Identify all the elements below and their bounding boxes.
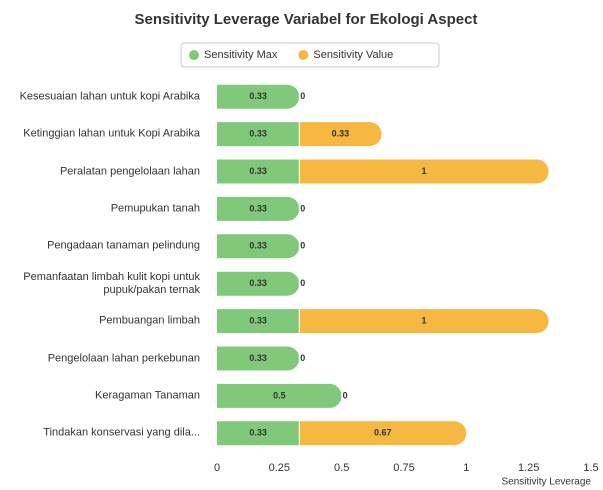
value-label: 0.33	[249, 241, 267, 251]
y-tick-label: Pengelolaan lahan perkebunan	[47, 352, 200, 364]
legend-swatch	[298, 50, 309, 60]
y-tick-label: Tindakan konservasi yang dila...	[43, 426, 200, 439]
value-label: 0.33	[249, 353, 267, 363]
value-label: 0.5	[273, 390, 286, 400]
value-label: 0	[300, 91, 305, 101]
value-label: 1	[421, 315, 426, 325]
x-tick-label: 0.75	[393, 462, 414, 474]
bar-segment	[217, 84, 300, 109]
y-tick-label: Pemupukan tanah	[110, 202, 200, 215]
x-tick-label: 1.25	[518, 462, 539, 474]
value-label: 0.33	[332, 128, 350, 138]
bar-segment	[217, 159, 300, 184]
y-tick-label: Pembuangan limbah	[99, 314, 200, 327]
x-tick-label: 1	[463, 462, 469, 474]
bar-segment	[217, 271, 300, 296]
chart-title: Sensitivity Leverage Variabel for Ekolog…	[135, 11, 478, 28]
value-label: 0.33	[249, 128, 267, 138]
bar-segment	[217, 383, 342, 408]
legend-swatch	[189, 50, 199, 60]
x-tick-label: 0.5	[334, 462, 349, 474]
bar-segment	[217, 196, 300, 221]
x-tick-label: 0	[214, 462, 220, 474]
legend-box	[180, 42, 440, 68]
value-label: 0.33	[249, 315, 267, 325]
y-tick-label: Kesesuaian lahan untuk kopi Arabika	[19, 90, 200, 103]
bar-segment	[299, 309, 549, 334]
y-tick-label: Peralatan pengelolaan lahan	[59, 165, 200, 177]
bar-segment	[217, 122, 300, 147]
x-tick-label: 0.25	[269, 462, 290, 474]
y-tick-label: Ketinggian lahan untuk Kopi Arabika	[23, 127, 200, 140]
value-label: 0	[343, 390, 348, 400]
legend-label: Sensitivity Max	[204, 49, 278, 61]
x-axis-label: Sensitivity Leverage	[502, 477, 592, 488]
value-label: 1	[421, 166, 426, 176]
bar-segment	[299, 122, 382, 147]
bar-segment	[299, 159, 549, 184]
x-tick-label: 1.5	[583, 462, 598, 474]
value-label: 0.33	[249, 428, 267, 438]
value-label: 0.33	[249, 91, 267, 101]
bar-segment	[217, 421, 300, 446]
bar-segment	[217, 234, 300, 259]
bar-segment	[299, 421, 467, 446]
value-label: 0	[300, 353, 305, 363]
value-label: 0	[300, 241, 305, 251]
value-label: 0.33	[249, 278, 267, 288]
y-tick-label: Pemanfaatan limbah kulit kopi untuk pupu…	[23, 270, 200, 296]
bar-segment	[217, 346, 300, 371]
legend-label: Sensitivity Value	[313, 49, 393, 61]
value-label: 0.33	[249, 203, 267, 213]
value-label: 0	[300, 278, 305, 288]
value-label: 0	[300, 203, 305, 213]
value-label: 0.33	[249, 166, 267, 176]
value-label: 0.67	[374, 428, 392, 438]
bar-segment	[217, 309, 300, 334]
y-tick-label: Keragaman Tanaman	[95, 389, 200, 402]
y-tick-label: Pengadaan tanaman pelindung	[47, 239, 200, 252]
